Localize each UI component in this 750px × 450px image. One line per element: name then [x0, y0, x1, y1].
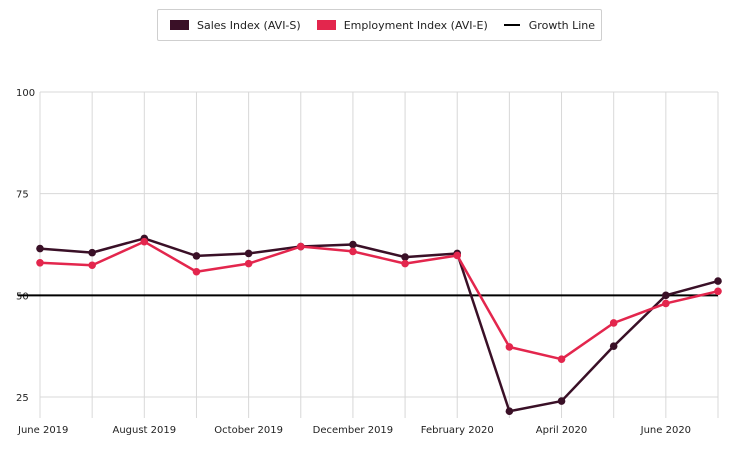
- employment-point: [662, 299, 670, 308]
- employment-point: [505, 343, 514, 351]
- legend-item-employment: Employment Index (AVI-E): [316, 18, 488, 32]
- x-tick-label: December 2019: [313, 425, 393, 436]
- sales-point: [192, 252, 201, 260]
- legend: Sales Index (AVI-S) Employment Index (AV…: [157, 9, 602, 41]
- legend-label-employment: Employment Index (AVI-E): [343, 18, 488, 32]
- sales-point: [557, 397, 566, 405]
- x-tick-label: October 2019: [214, 425, 283, 436]
- x-tick-label: June 2020: [640, 425, 691, 436]
- legend-swatch-sales: [170, 20, 189, 30]
- y-tick-label: 100: [16, 88, 35, 99]
- sales-point: [88, 248, 96, 257]
- employment-point: [192, 267, 201, 276]
- employment-point: [714, 287, 722, 296]
- employment-point: [453, 251, 462, 260]
- employment-point: [609, 319, 618, 327]
- sales-point: [662, 291, 670, 300]
- legend-label-sales: Sales Index (AVI-S): [197, 18, 301, 32]
- sales-point: [714, 277, 722, 285]
- sales-point: [349, 240, 357, 249]
- sales-point: [36, 244, 44, 253]
- y-tick-label: 25: [16, 393, 29, 404]
- sales-point: [505, 407, 514, 416]
- x-tick-label: June 2019: [17, 425, 68, 436]
- x-tick-label: August 2019: [112, 425, 176, 436]
- grid: [39, 91, 719, 418]
- employment-point: [296, 242, 305, 251]
- employment-point: [557, 355, 566, 363]
- y-tick-label: 75: [16, 190, 29, 201]
- x-axis: June 2019 August 2019 October 2019 December…: [17, 425, 691, 436]
- y-axis: 25 50 75 100: [16, 88, 35, 404]
- sales-point: [609, 342, 618, 350]
- y-tick-label: 50: [16, 291, 29, 302]
- employment-point: [140, 237, 149, 246]
- employment-point: [244, 259, 253, 268]
- series-line-employment: [38, 240, 720, 361]
- x-tick-label: April 2020: [536, 425, 587, 436]
- legend-label-growth: Growth Line: [528, 18, 596, 32]
- sales-point: [401, 253, 409, 261]
- legend-line-growth: [503, 24, 520, 26]
- legend-swatch-employment: [316, 20, 336, 30]
- employment-point: [401, 259, 409, 268]
- employment-point: [349, 247, 357, 256]
- x-tick-label: February 2020: [421, 425, 494, 436]
- series-sales: [36, 234, 722, 416]
- sales-point: [244, 249, 253, 258]
- series-employment: [36, 237, 722, 363]
- employment-point: [36, 259, 44, 267]
- legend-item-growth: Growth Line: [503, 18, 596, 32]
- employment-point: [88, 261, 96, 270]
- series-line-sales: [38, 237, 720, 413]
- legend-item-sales: Sales Index (AVI-S): [170, 19, 301, 32]
